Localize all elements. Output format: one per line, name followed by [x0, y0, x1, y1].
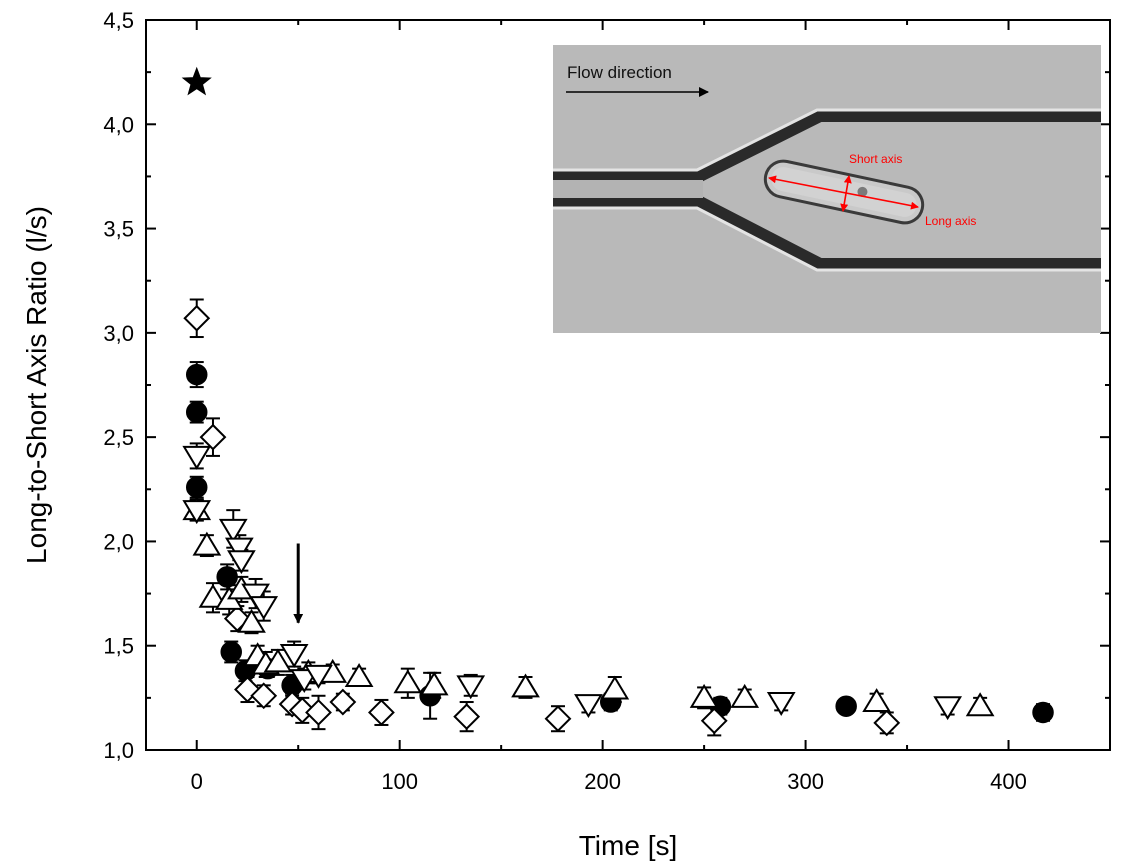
triangle-down-marker — [182, 500, 212, 525]
diamond-marker — [700, 707, 728, 735]
circle-marker — [220, 641, 242, 663]
circle-marker — [1032, 701, 1054, 724]
triangle-down-marker — [933, 696, 963, 721]
triangle-up-marker — [419, 671, 449, 696]
data-points — [181, 66, 1054, 737]
diamond-marker — [199, 423, 227, 451]
short-axis-label: Short axis — [849, 152, 902, 166]
triangle-down-marker — [456, 675, 486, 700]
star-marker — [181, 66, 212, 96]
axis-ticks: 0 100 200 300 400 1,0 1,5 2,0 2,5 3,0 3,5 4,0 4,5 — [103, 8, 1110, 794]
channel-upper-wall — [553, 110, 1101, 182]
triangle-up-marker — [344, 663, 374, 687]
y-tick-label: 3,5 — [103, 217, 134, 242]
triangle-down-marker — [224, 537, 254, 562]
triangle-up-marker — [237, 608, 266, 633]
x-tick-label: 200 — [584, 769, 621, 794]
y-tick-label: 2,5 — [103, 425, 134, 450]
triangle-up-marker — [192, 531, 222, 556]
x-axis-label: Time [s] — [579, 830, 678, 861]
y-tick-label: 4,5 — [103, 8, 134, 33]
x-tick-label: 300 — [787, 769, 824, 794]
triangle-up-marker — [965, 692, 995, 717]
y-tick-label: 3,0 — [103, 321, 134, 346]
inset-micrograph: Short axis Long axis Flow direction — [553, 45, 1101, 333]
triangle-up-marker — [511, 673, 540, 698]
triangle-down-marker — [249, 596, 279, 621]
circle-marker — [185, 363, 208, 386]
diamond-marker — [305, 699, 332, 726]
x-tick-label: 100 — [381, 769, 418, 794]
y-tick-label: 2,0 — [103, 529, 134, 554]
flow-direction-label: Flow direction — [567, 63, 672, 82]
triangle-down-marker — [241, 583, 270, 608]
channel-lower-wall — [553, 196, 1101, 270]
circle-marker — [835, 695, 857, 717]
diamond-marker — [288, 696, 316, 724]
y-tick-label: 1,5 — [103, 634, 134, 659]
x-tick-label: 400 — [990, 769, 1027, 794]
diamond-marker — [544, 705, 572, 733]
y-tick-label: 4,0 — [103, 112, 134, 137]
triangle-down-marker — [766, 692, 796, 716]
diamond-marker — [453, 703, 481, 731]
triangle-up-marker — [689, 683, 719, 708]
triangle-up-marker — [263, 648, 293, 673]
circle-marker — [185, 476, 208, 498]
triangle-up-marker — [198, 583, 228, 608]
diamond-marker — [183, 304, 211, 332]
circle-marker — [185, 401, 208, 423]
long-axis-label: Long axis — [925, 214, 976, 228]
triangle-down-marker — [279, 644, 309, 669]
circle-marker — [216, 566, 238, 588]
y-axis-label: Long-to-Short Axis Ratio (l/s) — [21, 206, 52, 564]
diamond-marker — [368, 699, 395, 726]
triangle-up-marker — [862, 688, 891, 713]
diamond-marker — [234, 676, 261, 703]
triangle-up-marker — [600, 675, 630, 700]
triangle-up-marker — [393, 669, 423, 694]
triangle-down-marker — [574, 694, 603, 719]
triangle-down-marker — [218, 518, 248, 543]
diamond-marker — [250, 682, 278, 710]
triangle-up-marker — [730, 683, 760, 708]
y-tick-label: 1,0 — [103, 738, 134, 763]
diamond-marker — [873, 709, 901, 737]
diamond-marker — [329, 688, 357, 716]
triangle-down-marker — [182, 445, 212, 470]
short-axis-arrow — [840, 175, 852, 212]
triangle-down-marker — [227, 550, 256, 575]
triangle-down-marker — [304, 664, 333, 689]
x-tick-label: 0 — [191, 769, 203, 794]
